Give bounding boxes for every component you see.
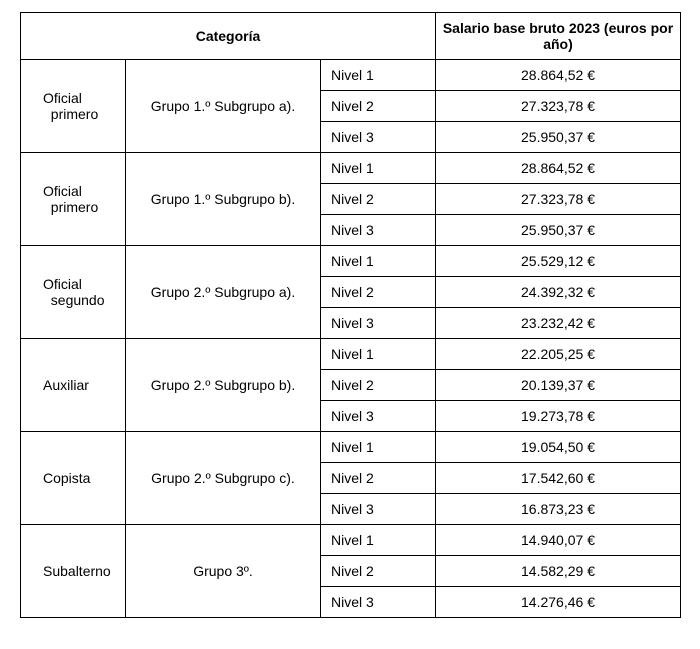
- level-cell: Nivel 1: [321, 339, 436, 370]
- category-cell: Auxiliar: [21, 339, 126, 432]
- level-cell: Nivel 2: [321, 277, 436, 308]
- level-cell: Nivel 1: [321, 153, 436, 184]
- group-cell: Grupo 2.º Subgrupo a).: [126, 246, 321, 339]
- salary-cell: 17.542,60 €: [436, 463, 681, 494]
- salary-cell: 23.232,42 €: [436, 308, 681, 339]
- salary-cell: 22.205,25 €: [436, 339, 681, 370]
- group-cell: Grupo 2.º Subgrupo b).: [126, 339, 321, 432]
- group-cell: Grupo 1.º Subgrupo b).: [126, 153, 321, 246]
- salary-cell: 25.950,37 €: [436, 215, 681, 246]
- table-body: Oficial primeroGrupo 1.º Subgrupo a).Niv…: [21, 60, 681, 618]
- category-cell: Copista: [21, 432, 126, 525]
- header-category: Categoría: [21, 13, 436, 60]
- table-row: SubalternoGrupo 3º.Nivel 114.940,07 €: [21, 525, 681, 556]
- salary-cell: 28.864,52 €: [436, 60, 681, 91]
- level-cell: Nivel 1: [321, 432, 436, 463]
- level-cell: Nivel 2: [321, 463, 436, 494]
- level-cell: Nivel 3: [321, 308, 436, 339]
- salary-cell: 19.273,78 €: [436, 401, 681, 432]
- group-cell: Grupo 1.º Subgrupo a).: [126, 60, 321, 153]
- table-row: Oficial primeroGrupo 1.º Subgrupo a).Niv…: [21, 60, 681, 91]
- salary-cell: 25.529,12 €: [436, 246, 681, 277]
- category-cell: Subalterno: [21, 525, 126, 618]
- table-header-row: Categoría Salario base bruto 2023 (euros…: [21, 13, 681, 60]
- level-cell: Nivel 2: [321, 91, 436, 122]
- salary-cell: 19.054,50 €: [436, 432, 681, 463]
- level-cell: Nivel 3: [321, 215, 436, 246]
- salary-cell: 28.864,52 €: [436, 153, 681, 184]
- table-row: Oficial segundoGrupo 2.º Subgrupo a).Niv…: [21, 246, 681, 277]
- level-cell: Nivel 1: [321, 246, 436, 277]
- table-row: CopistaGrupo 2.º Subgrupo c).Nivel 119.0…: [21, 432, 681, 463]
- level-cell: Nivel 3: [321, 122, 436, 153]
- level-cell: Nivel 1: [321, 525, 436, 556]
- level-cell: Nivel 1: [321, 60, 436, 91]
- salary-cell: 27.323,78 €: [436, 184, 681, 215]
- salary-cell: 16.873,23 €: [436, 494, 681, 525]
- category-cell: Oficial primero: [21, 153, 126, 246]
- category-cell: Oficial segundo: [21, 246, 126, 339]
- salary-cell: 25.950,37 €: [436, 122, 681, 153]
- category-cell: Oficial primero: [21, 60, 126, 153]
- level-cell: Nivel 2: [321, 184, 436, 215]
- level-cell: Nivel 2: [321, 556, 436, 587]
- page: Categoría Salario base bruto 2023 (euros…: [0, 0, 700, 649]
- table-row: AuxiliarGrupo 2.º Subgrupo b).Nivel 122.…: [21, 339, 681, 370]
- group-cell: Grupo 3º.: [126, 525, 321, 618]
- salary-cell: 14.276,46 €: [436, 587, 681, 618]
- level-cell: Nivel 3: [321, 401, 436, 432]
- table-row: Oficial primeroGrupo 1.º Subgrupo b).Niv…: [21, 153, 681, 184]
- salary-cell: 24.392,32 €: [436, 277, 681, 308]
- level-cell: Nivel 2: [321, 370, 436, 401]
- group-cell: Grupo 2.º Subgrupo c).: [126, 432, 321, 525]
- salary-cell: 14.940,07 €: [436, 525, 681, 556]
- salary-cell: 27.323,78 €: [436, 91, 681, 122]
- level-cell: Nivel 3: [321, 587, 436, 618]
- level-cell: Nivel 3: [321, 494, 436, 525]
- salary-table: Categoría Salario base bruto 2023 (euros…: [20, 12, 681, 618]
- salary-cell: 20.139,37 €: [436, 370, 681, 401]
- header-salary: Salario base bruto 2023 (euros por año): [436, 13, 681, 60]
- salary-cell: 14.582,29 €: [436, 556, 681, 587]
